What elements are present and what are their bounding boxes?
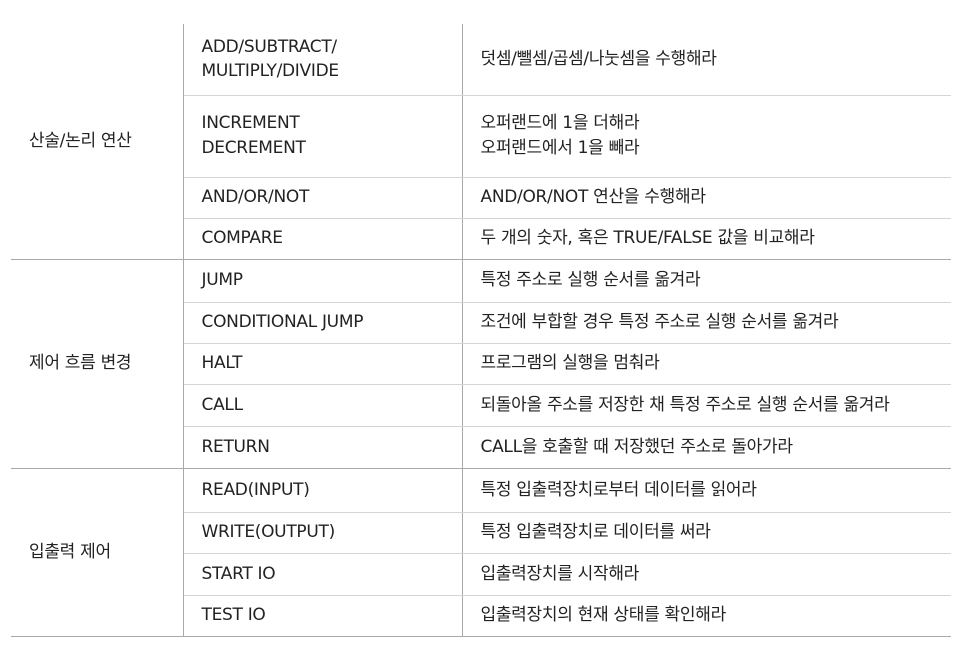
table-row: CALL 되돌아올 주소를 저장한 채 특정 주소로 실행 순서를 옮겨라 (11, 384, 951, 427)
instruction-cell: COMPARE (183, 218, 463, 260)
description-text: 입출력장치를 시작해라 (480, 563, 640, 584)
category-cell: 산술/논리 연산 (11, 24, 184, 260)
table-row: 산술/논리 연산 ADD/SUBTRACT/MULTIPLY/DIVIDE 덧셈/뺄… (11, 24, 951, 260)
table-row: CONDITIONAL JUMP 조건에 부합할 경우 특정 주소로 실행 순서를… (11, 302, 951, 344)
category-cell: 입출력 제어 (11, 467, 184, 637)
instruction-cell: ADD/SUBTRACT/MULTIPLY/DIVIDE (183, 24, 463, 96)
description-text: CALL을 호출할 때 저장했던 주소로 돌아가라 (480, 436, 794, 457)
description-cell: 특정 입출력장치로부터 데이터를 읽어라 (462, 467, 951, 513)
description-cell: 두 개의 숫자, 혹은 TRUE/FALSE 값을 비교해라 (462, 218, 951, 260)
table-row: WRITE(OUTPUT) 특정 입출력장치로 데이터를 써라 (11, 512, 951, 554)
description-text: 조건에 부합할 경우 특정 주소로 실행 순서를 옮겨라 (480, 312, 839, 333)
instruction-text: RETURN (201, 436, 270, 457)
instruction-text: JUMP (201, 270, 243, 291)
description-text: 되돌아올 주소를 저장한 채 특정 주소로 실행 순서를 옮겨라 (480, 394, 890, 415)
instruction-table-body: 산술/논리 연산 ADD/SUBTRACT/MULTIPLY/DIVIDE 덧셈/뺄… (11, 24, 951, 637)
description-cell: 특정 입출력장치로 데이터를 써라 (462, 512, 951, 554)
description-text: 두 개의 숫자, 혹은 TRUE/FALSE 값을 비교해라 (480, 228, 815, 249)
description-text: 오퍼랜드에 1을 더해라 (480, 113, 640, 134)
category-cell: 제어 흐름 변경 (11, 258, 184, 469)
table-row: RETURN CALL을 호출할 때 저장했던 주소로 돌아가라 (11, 426, 951, 469)
instruction-text: START IO (201, 563, 276, 584)
description-cell: CALL을 호출할 때 저장했던 주소로 돌아가라 (462, 426, 951, 469)
instruction-cell: CALL (183, 384, 463, 427)
instruction-text: AND/OR/NOT (201, 187, 310, 208)
instruction-text: MULTIPLY/DIVIDE (201, 61, 340, 82)
instruction-text: INCREMENT (201, 113, 300, 134)
description-text: AND/OR/NOT 연산을 수행해라 (480, 187, 706, 208)
description-cell: 입출력장치의 현재 상태를 확인해라 (462, 595, 951, 637)
description-text: 프로그램의 실행을 멈춰라 (480, 353, 660, 374)
instruction-cell: WRITE(OUTPUT) (183, 512, 463, 554)
description-cell: 프로그램의 실행을 멈춰라 (462, 343, 951, 385)
instruction-text: ADD/SUBTRACT/ (201, 36, 338, 57)
table-row: HALT 프로그램의 실행을 멈춰라 (11, 343, 951, 385)
instruction-text: HALT (201, 353, 243, 374)
instruction-text: CALL (201, 394, 244, 415)
instruction-cell: READ(INPUT) (183, 467, 463, 513)
table-row: START IO 입출력장치를 시작해라 (11, 553, 951, 596)
instruction-cell: START IO (183, 553, 463, 596)
table-row: TEST IO 입출력장치의 현재 상태를 확인해라 (11, 595, 951, 637)
instruction-text: WRITE(OUTPUT) (201, 522, 336, 543)
instruction-text: TEST IO (201, 605, 266, 626)
description-text: 특정 입출력장치로부터 데이터를 읽어라 (480, 479, 757, 500)
instruction-cell: CONDITIONAL JUMP (183, 302, 463, 344)
instruction-text: READ(INPUT) (201, 479, 310, 500)
instruction-cell: TEST IO (183, 595, 463, 637)
description-text: 특정 주소로 실행 순서를 옮겨라 (480, 270, 701, 291)
table-row: 입출력 제어 READ(INPUT) 특정 입출력장치로부터 데이터를 읽어라 (11, 467, 951, 637)
description-text: 덧셈/뺄셈/곱셈/나눗셈을 수행해라 (480, 48, 717, 69)
description-cell: 덧셈/뺄셈/곱셈/나눗셈을 수행해라 (462, 24, 951, 96)
table-row: 제어 흐름 변경 JUMP 특정 주소로 실행 순서를 옮겨라 (11, 258, 951, 469)
description-cell: AND/OR/NOT 연산을 수행해라 (462, 177, 951, 219)
table-row: AND/OR/NOT AND/OR/NOT 연산을 수행해라 (11, 177, 951, 219)
description-cell: 되돌아올 주소를 저장한 채 특정 주소로 실행 순서를 옮겨라 (462, 384, 951, 427)
instruction-cell: HALT (183, 343, 463, 385)
description-text: 특정 입출력장치로 데이터를 써라 (480, 522, 711, 543)
instruction-cell: RETURN (183, 426, 463, 469)
instruction-cell: AND/OR/NOT (183, 177, 463, 219)
description-cell: 조건에 부합할 경우 특정 주소로 실행 순서를 옮겨라 (462, 302, 951, 344)
instruction-cell: INCREMENT DECREMENT (183, 95, 463, 178)
description-text: 오퍼랜드에서 1을 빼라 (480, 138, 640, 158)
instruction-text: DECREMENT (201, 138, 306, 158)
instruction-text: CONDITIONAL JUMP (201, 312, 364, 333)
instruction-cell: JUMP (183, 258, 463, 303)
instruction-table: 산술/논리 연산 ADD/SUBTRACT/MULTIPLY/DIVIDE 덧셈/뺄… (11, 24, 951, 637)
description-text: 입출력장치의 현재 상태를 확인해라 (480, 605, 727, 626)
description-cell: 특정 주소로 실행 순서를 옮겨라 (462, 258, 951, 303)
description-cell: 입출력장치를 시작해라 (462, 553, 951, 596)
instruction-text: COMPARE (201, 228, 283, 249)
